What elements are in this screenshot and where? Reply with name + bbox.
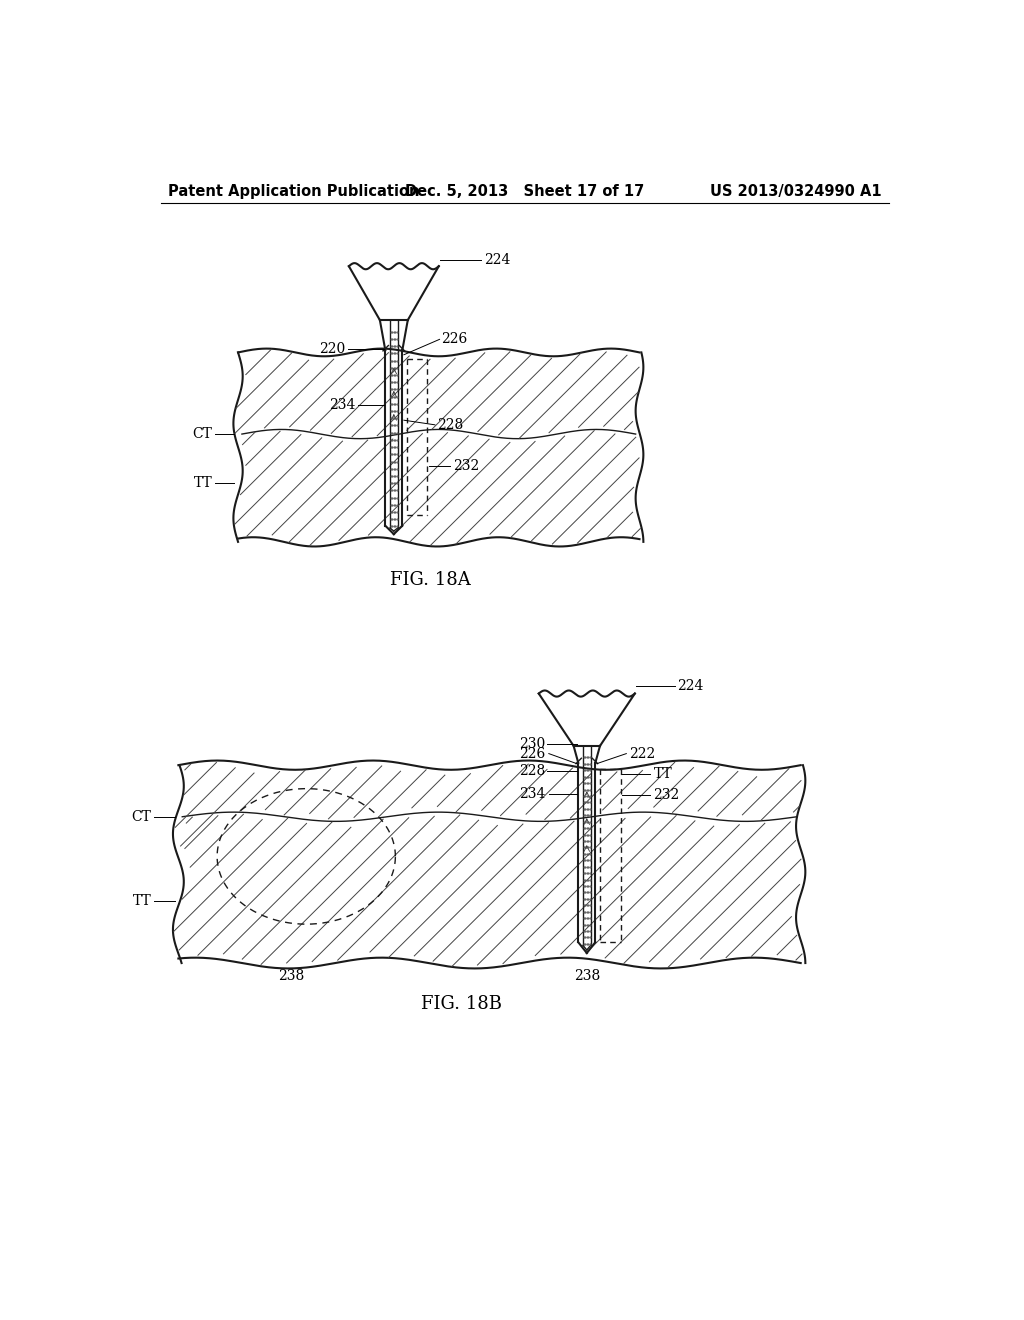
- Text: 234: 234: [330, 397, 356, 412]
- Text: 226: 226: [519, 747, 546, 760]
- Text: 238: 238: [573, 969, 600, 983]
- Text: 224: 224: [483, 253, 510, 267]
- Text: 228: 228: [437, 418, 464, 432]
- Text: TT: TT: [653, 767, 672, 781]
- Text: 238: 238: [278, 969, 304, 983]
- Text: FIG. 18B: FIG. 18B: [421, 995, 502, 1012]
- Text: 230: 230: [519, 737, 545, 751]
- Text: CT: CT: [131, 809, 152, 824]
- Text: 232: 232: [653, 788, 680, 803]
- Text: CT: CT: [193, 428, 212, 441]
- Text: Dec. 5, 2013   Sheet 17 of 17: Dec. 5, 2013 Sheet 17 of 17: [406, 183, 644, 199]
- Text: 224: 224: [678, 678, 703, 693]
- Text: 222: 222: [629, 747, 655, 760]
- Text: TT: TT: [132, 895, 152, 908]
- Text: US 2013/0324990 A1: US 2013/0324990 A1: [710, 183, 882, 199]
- Text: 220: 220: [318, 342, 345, 355]
- Text: TT: TT: [194, 477, 212, 490]
- Text: FIG. 18A: FIG. 18A: [390, 572, 471, 589]
- Text: Patent Application Publication: Patent Application Publication: [168, 183, 420, 199]
- Text: 234: 234: [519, 787, 546, 801]
- Text: 226: 226: [441, 333, 467, 346]
- Text: 232: 232: [453, 459, 479, 474]
- Text: 228: 228: [519, 763, 545, 777]
